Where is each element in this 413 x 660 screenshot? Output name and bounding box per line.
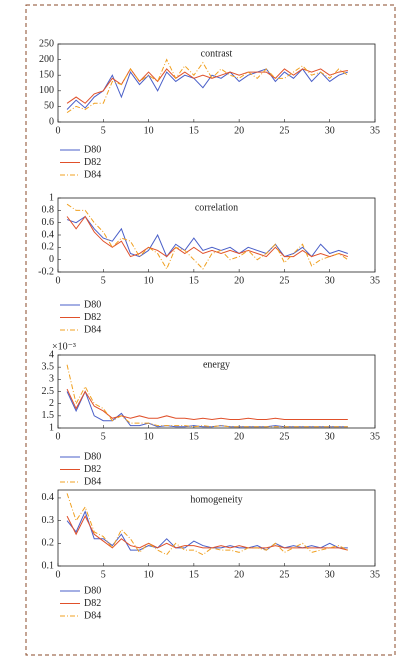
x-tick-label: 15 xyxy=(189,125,199,136)
y-tick-label: 200 xyxy=(39,54,54,65)
y-tick-label: 2 xyxy=(49,398,54,409)
x-tick-label: 5 xyxy=(101,275,106,286)
y-tick-label: 0 xyxy=(49,116,54,127)
x-tick-label: 35 xyxy=(370,275,380,286)
series-line xyxy=(66,215,348,258)
axis-exponent: ×10⁻³ xyxy=(52,341,76,352)
x-tick-label: 10 xyxy=(144,125,154,136)
legend-label: D82 xyxy=(84,598,101,609)
y-tick-label: 0.8 xyxy=(42,205,55,216)
y-tick-label: 0.1 xyxy=(42,560,55,571)
y-tick-label: 150 xyxy=(39,69,54,80)
x-tick-label: 15 xyxy=(189,275,199,286)
x-tick-label: 35 xyxy=(370,569,380,580)
x-tick-label: 20 xyxy=(234,569,244,580)
series-line xyxy=(66,493,349,556)
y-tick-label: 3 xyxy=(49,374,54,385)
y-tick-label: -0.2 xyxy=(38,266,54,277)
x-tick-label: 30 xyxy=(325,431,335,442)
x-tick-label: 35 xyxy=(370,431,380,442)
legend-label: D80 xyxy=(84,144,101,155)
legend-label: D80 xyxy=(84,299,101,310)
y-tick-label: 0.6 xyxy=(42,217,55,228)
subplot: 0 5 10 15 20 25 30 35-0.200.20.40.60.81D80D82D8… xyxy=(38,192,380,335)
y-tick-label: 0.4 xyxy=(42,229,55,240)
subplot-title: correlation xyxy=(195,202,238,213)
legend-label: D80 xyxy=(84,585,101,596)
x-tick-label: 15 xyxy=(189,431,199,442)
legend-label: D84 xyxy=(84,324,101,335)
legend-label: D84 xyxy=(84,610,101,621)
legend-label: D82 xyxy=(84,157,101,168)
x-tick-label: 5 xyxy=(101,569,106,580)
subplot-title: homogeneity xyxy=(190,494,242,505)
y-tick-label: 50 xyxy=(44,101,54,112)
x-tick-label: 0 xyxy=(56,125,61,136)
y-tick-label: 1.5 xyxy=(42,410,55,421)
series-line xyxy=(66,68,348,104)
x-tick-label: 20 xyxy=(234,431,244,442)
figure-border xyxy=(25,4,396,656)
x-tick-label: 30 xyxy=(325,275,335,286)
x-tick-label: 35 xyxy=(370,125,380,136)
x-tick-label: 20 xyxy=(234,275,244,286)
y-tick-label: 2.5 xyxy=(42,386,55,397)
x-tick-label: 30 xyxy=(325,569,335,580)
x-tick-label: 5 xyxy=(101,431,106,442)
legend-label: D84 xyxy=(84,476,101,487)
subplot-title: energy xyxy=(203,359,230,370)
y-tick-label: 0.2 xyxy=(42,242,55,253)
x-tick-label: 25 xyxy=(279,125,289,136)
x-tick-label: 20 xyxy=(234,125,244,136)
subplot: 0 5 10 15 20 25 30 35 11.522.53 3.54×10⁻³ D80 D82D8… xyxy=(42,341,381,487)
x-tick-label: 25 xyxy=(279,431,289,442)
x-tick-label: 15 xyxy=(189,569,199,580)
x-tick-label: 10 xyxy=(144,569,154,580)
y-tick-label: 0 xyxy=(49,254,54,265)
series-line xyxy=(66,388,348,420)
subplot-title: contrast xyxy=(201,48,233,59)
y-tick-label: 3.5 xyxy=(42,361,55,372)
legend-label: D80 xyxy=(84,451,101,462)
y-tick-label: 0.3 xyxy=(42,515,55,526)
x-tick-label: 0 xyxy=(56,275,61,286)
x-tick-label: 25 xyxy=(279,275,289,286)
y-tick-label: 1 xyxy=(49,192,54,203)
x-tick-label: 10 xyxy=(144,275,154,286)
x-tick-label: 25 xyxy=(279,569,289,580)
y-tick-label: 0.2 xyxy=(42,538,55,549)
legend-label: D84 xyxy=(84,169,101,180)
y-tick-label: 100 xyxy=(39,85,54,96)
x-tick-label: 0 xyxy=(56,431,61,442)
y-tick-label: 250 xyxy=(39,38,54,49)
y-tick-label: 0.4 xyxy=(42,492,55,503)
x-tick-label: 10 xyxy=(144,431,154,442)
plot-frame xyxy=(57,43,376,123)
x-tick-label: 30 xyxy=(325,125,335,136)
legend-label: D82 xyxy=(84,464,101,475)
plot-frame xyxy=(57,489,376,567)
y-tick-label: 1 xyxy=(49,422,54,433)
x-tick-label: 0 xyxy=(56,569,61,580)
series-line xyxy=(66,364,348,428)
series-line xyxy=(66,514,348,551)
y-tick-label: 4 xyxy=(49,349,54,360)
plot-frame xyxy=(57,354,376,429)
legend-label: D82 xyxy=(84,312,101,323)
x-tick-label: 5 xyxy=(101,125,106,136)
